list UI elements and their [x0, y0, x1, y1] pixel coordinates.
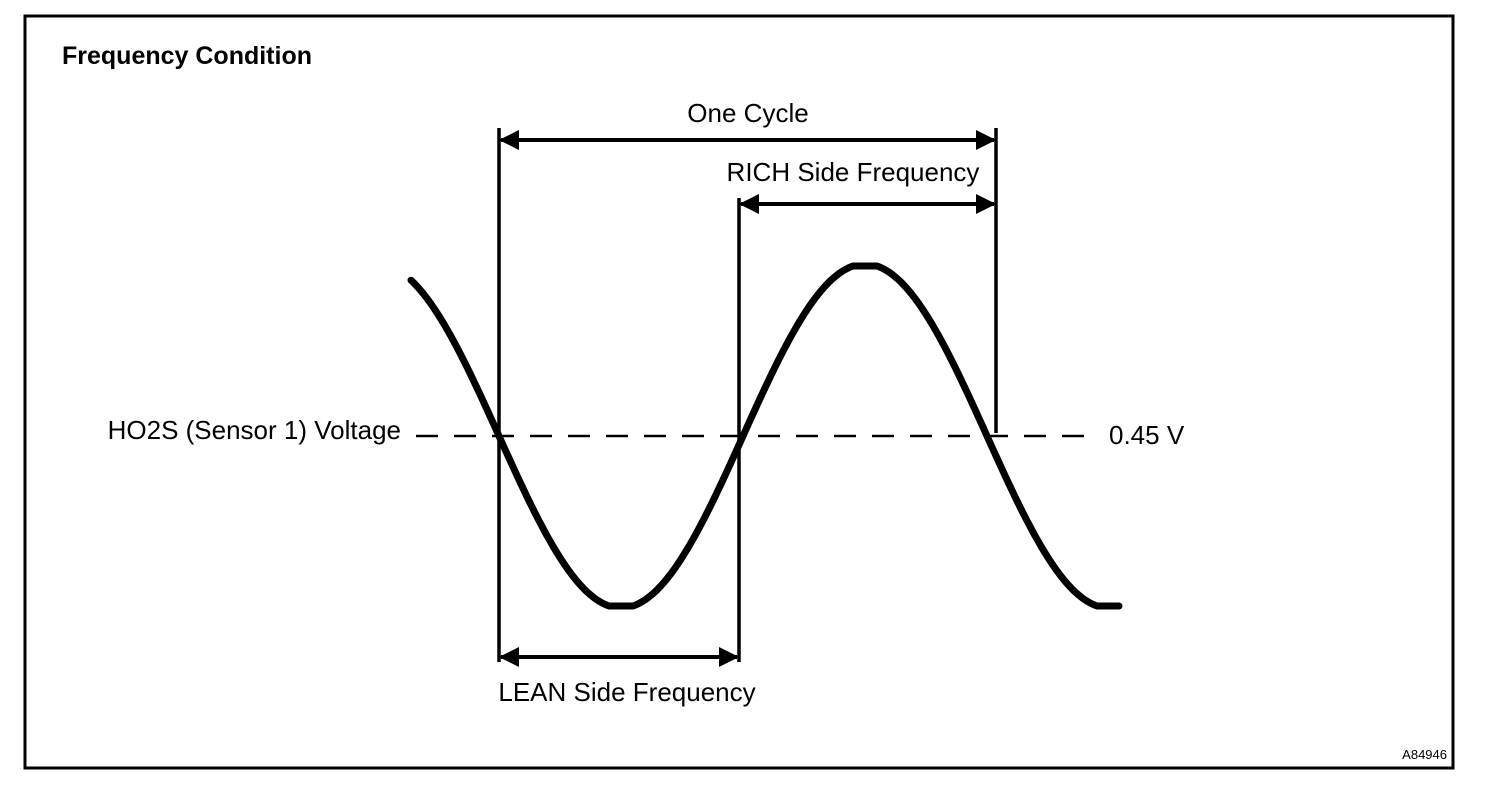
threshold-value-label: 0.45 V	[1109, 420, 1185, 450]
sensor-voltage-label: HO2S (Sensor 1) Voltage	[108, 415, 401, 445]
rich-side-label: RICH Side Frequency	[727, 157, 980, 187]
one-cycle-label: One Cycle	[687, 98, 808, 128]
diagram-frame	[23, 14, 1455, 770]
diagram-title: Frequency Condition	[62, 42, 312, 70]
figure-code: A84946	[1402, 747, 1447, 762]
sensor-voltage-waveform	[407, 262, 1123, 610]
lean-side-label: LEAN Side Frequency	[498, 677, 755, 707]
